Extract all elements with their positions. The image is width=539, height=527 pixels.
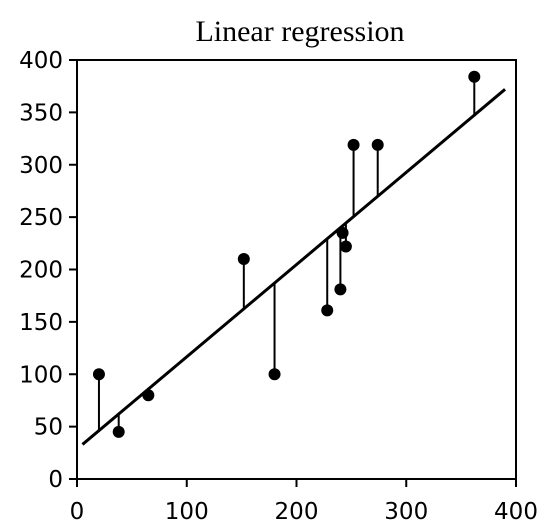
y-axis-tick-label: 150 — [19, 310, 63, 336]
plot-frame — [76, 59, 517, 480]
y-axis-tick-label: 50 — [34, 415, 63, 441]
data-point — [371, 138, 384, 151]
y-axis-tick-label: 250 — [19, 205, 63, 231]
data-point — [268, 368, 281, 381]
data-point — [468, 70, 481, 83]
x-axis-tick-label: 400 — [494, 499, 538, 525]
data-point — [334, 283, 347, 296]
data-point — [237, 253, 250, 266]
y-axis-tick-label: 400 — [19, 48, 63, 74]
y-axis-tick-label: 0 — [48, 467, 63, 493]
y-axis-tick-label: 300 — [19, 153, 63, 179]
chart-title: Linear regression — [195, 15, 404, 48]
regression-line — [81, 88, 506, 446]
x-axis-tick-label: 200 — [275, 499, 319, 525]
data-point — [339, 240, 352, 253]
y-axis-tick-label: 350 — [19, 100, 63, 126]
x-axis-tick-label: 0 — [70, 499, 85, 525]
y-axis-tick-label: 100 — [19, 362, 63, 388]
x-axis-tick-label: 300 — [384, 499, 428, 525]
data-point — [347, 138, 360, 151]
data-point — [112, 425, 125, 438]
plot-area — [81, 70, 506, 446]
data-point — [92, 368, 105, 381]
data-point — [321, 304, 334, 317]
x-axis-tick-label: 100 — [165, 499, 209, 525]
data-point — [336, 226, 349, 239]
data-point — [142, 389, 155, 402]
axes: 0 100 200 300 400 0 50 100 150 200 250 300 350 400 — [19, 48, 538, 525]
y-axis-tick-label: 200 — [19, 258, 63, 284]
